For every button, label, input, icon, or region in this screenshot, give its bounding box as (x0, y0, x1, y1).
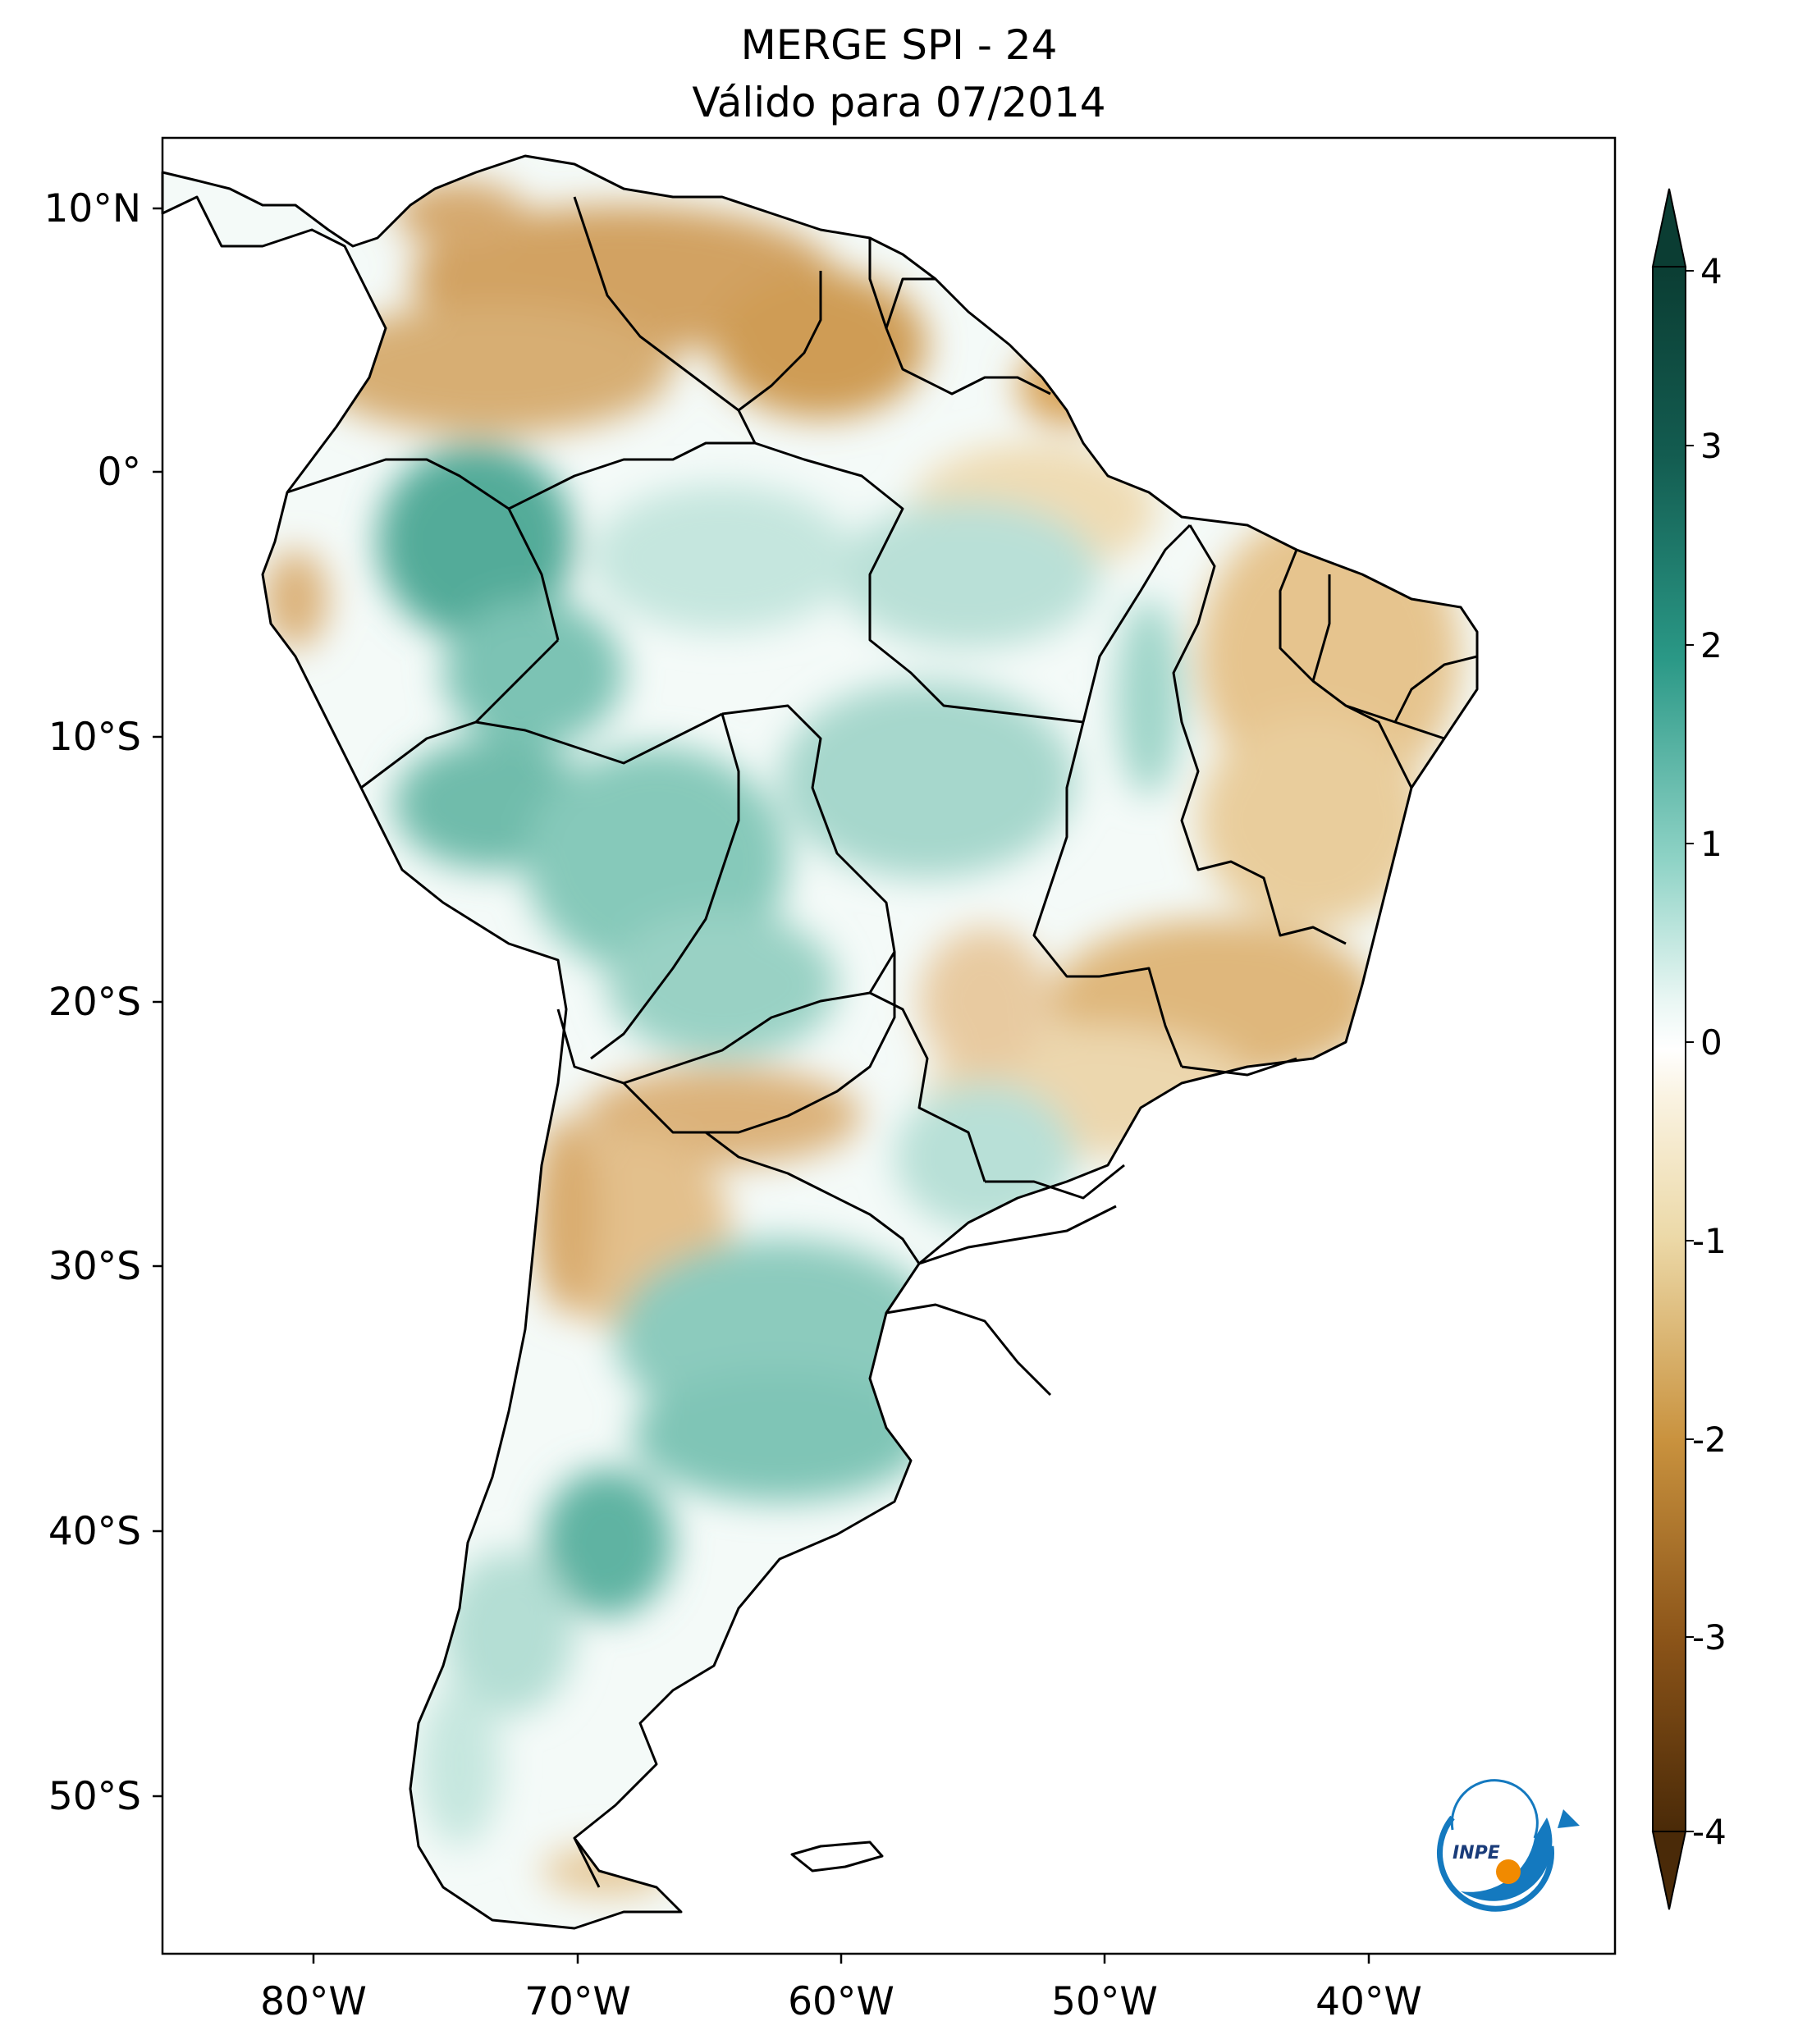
y-tick-label: 50°S (48, 1774, 141, 1819)
inpe-logo: INPE (1437, 1779, 1580, 1912)
y-tick-label: 20°S (48, 980, 141, 1025)
x-tick-label: 80°W (260, 1979, 367, 2024)
title-line-2: Válido para 07/2014 (692, 79, 1106, 126)
colorbar-tick-label: 2 (1700, 625, 1723, 665)
axis-ticks (153, 207, 1370, 1964)
x-tick-label: 50°W (1051, 1979, 1158, 2024)
country-borders (161, 154, 1479, 1930)
inpe-logo-text: INPE (1453, 1843, 1500, 1863)
map-title: MERGE SPI - 24 Válido para 07/2014 (0, 16, 1798, 131)
colorbar-tick-label: -3 (1692, 1617, 1727, 1658)
colorbar-tick-label: 0 (1700, 1022, 1723, 1063)
colorbar-tick-label: 1 (1700, 824, 1723, 864)
x-axis-labels: 80°W 70°W 60°W 50°W 40°W (260, 1979, 1422, 2024)
y-tick-label: 10°N (44, 186, 141, 231)
colorbar-extend-bottom (1651, 1831, 1687, 1910)
y-tick-label: 0° (98, 450, 141, 495)
colorbar-tick-label: -4 (1692, 1812, 1727, 1852)
colorbar-tick-label: -1 (1692, 1221, 1727, 1261)
colorbar-tick-label: -2 (1692, 1420, 1727, 1460)
y-tick-label: 30°S (48, 1244, 141, 1289)
y-tick-label: 40°S (48, 1509, 141, 1554)
x-tick-label: 70°W (524, 1979, 631, 2024)
x-tick-label: 60°W (788, 1979, 894, 2024)
colorbar: 4 3 2 1 0 -1 -2 -3 -4 (1651, 188, 1727, 1910)
colorbar-extend-top (1651, 188, 1687, 268)
colorbar-tick-label: 4 (1700, 251, 1723, 291)
colorbar-tick-label: 3 (1700, 426, 1723, 466)
y-axis-labels: 10°N 0° 10°S 20°S 30°S 40°S 50°S (44, 186, 141, 1819)
title-line-1: MERGE SPI - 24 (740, 21, 1058, 69)
x-tick-label: 40°W (1315, 1979, 1422, 2024)
colorbar-bar (1652, 266, 1686, 1832)
y-tick-label: 10°S (48, 715, 141, 760)
